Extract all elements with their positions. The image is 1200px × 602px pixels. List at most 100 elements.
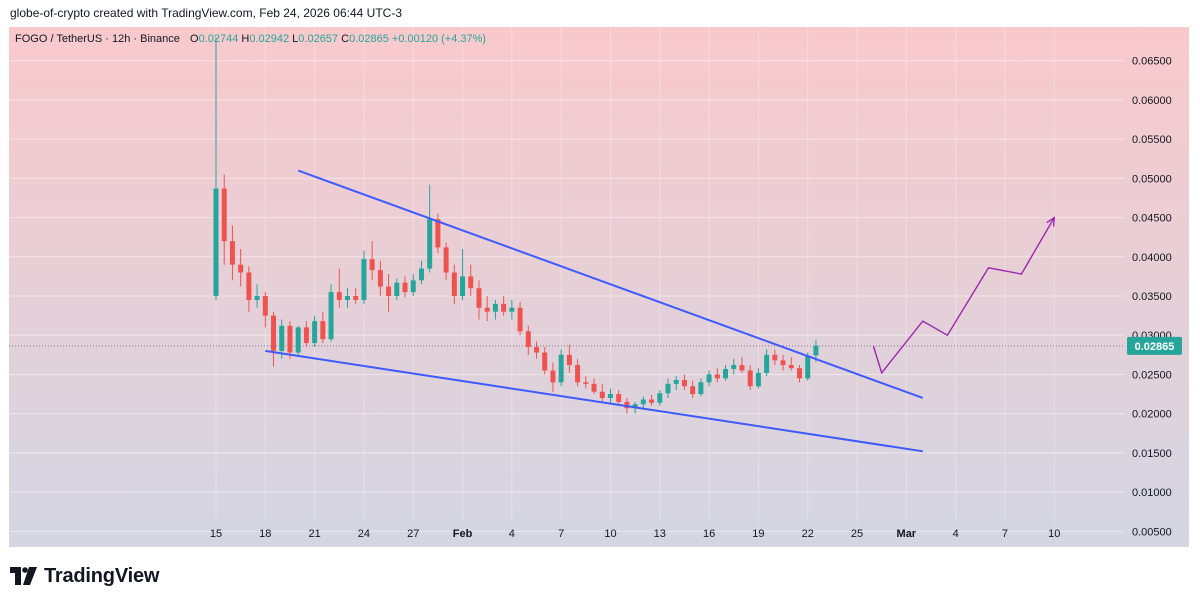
candle[interactable] [336, 268, 342, 308]
candle[interactable] [575, 358, 581, 387]
candle[interactable] [271, 311, 277, 367]
candle[interactable] [303, 321, 309, 347]
candle[interactable] [279, 319, 285, 359]
candle[interactable] [739, 357, 745, 373]
candle[interactable] [246, 266, 252, 312]
candle[interactable] [229, 225, 235, 281]
candle[interactable] [731, 358, 737, 375]
candle[interactable] [484, 296, 490, 322]
candle[interactable] [649, 394, 655, 406]
candle[interactable] [747, 365, 753, 391]
x-tick-label: 7 [558, 528, 564, 540]
trendline[interactable] [265, 349, 923, 453]
candle[interactable] [690, 380, 696, 398]
trendline[interactable] [297, 169, 924, 399]
candle[interactable] [698, 378, 704, 397]
candle[interactable] [501, 296, 507, 316]
candle[interactable] [402, 276, 408, 298]
x-tick-label: 7 [1002, 528, 1008, 540]
candle[interactable] [361, 250, 367, 304]
candle-body [525, 331, 531, 347]
candle[interactable] [607, 388, 613, 405]
candle[interactable] [386, 274, 392, 312]
candle[interactable] [451, 264, 457, 304]
candle[interactable] [238, 248, 244, 287]
candle[interactable] [657, 390, 663, 406]
candle[interactable] [566, 344, 572, 373]
candle[interactable] [344, 288, 350, 308]
candle[interactable] [673, 376, 679, 391]
candle[interactable] [295, 325, 301, 355]
candle[interactable] [213, 37, 219, 300]
candle[interactable] [468, 264, 474, 297]
candle[interactable] [706, 370, 712, 387]
candle[interactable] [805, 352, 811, 381]
legend-l-value: 0.02657 [298, 33, 338, 45]
candle-body [386, 286, 392, 297]
candle[interactable] [435, 213, 441, 253]
candle[interactable] [591, 378, 597, 395]
candle[interactable] [681, 374, 687, 391]
candle[interactable] [542, 347, 548, 375]
candle[interactable] [320, 311, 326, 344]
y-tick-label: 0.04000 [1132, 252, 1172, 264]
candle[interactable] [287, 321, 293, 359]
candle[interactable] [328, 284, 334, 342]
candle[interactable] [377, 260, 383, 297]
candle[interactable] [427, 184, 433, 273]
candle[interactable] [492, 299, 498, 320]
projection-arrowhead [1046, 216, 1056, 227]
chart-background [9, 27, 1189, 547]
candle[interactable] [312, 315, 318, 347]
candle-body [714, 374, 720, 379]
candle[interactable] [665, 378, 671, 398]
price-chart[interactable]: 0.06500 0.06000 0.05500 0.05000 0.04500 0.040… [9, 27, 1189, 547]
candle[interactable] [221, 174, 227, 265]
candle[interactable] [723, 365, 729, 381]
candle-body [723, 368, 729, 379]
candle[interactable] [714, 368, 720, 383]
candle-body [377, 270, 383, 287]
candle-body [796, 368, 802, 379]
candle-body [460, 276, 466, 297]
candle[interactable] [254, 284, 260, 308]
candle[interactable] [558, 349, 564, 387]
brand-name: TradingView [44, 564, 160, 587]
candle[interactable] [369, 241, 375, 281]
candle-body [451, 272, 457, 297]
candle[interactable] [509, 299, 515, 320]
candle-body [534, 347, 540, 353]
chart-area[interactable]: 0.06500 0.06000 0.05500 0.05000 0.04500 0.040… [9, 27, 1189, 547]
candle[interactable] [443, 242, 449, 281]
candle[interactable] [394, 278, 400, 300]
x-tick-label: 4 [953, 528, 959, 540]
candle[interactable] [755, 368, 761, 389]
candle[interactable] [780, 354, 786, 371]
candle[interactable] [583, 376, 589, 389]
projection-group [872, 216, 1056, 375]
candle[interactable] [599, 383, 605, 402]
projection-path[interactable] [872, 217, 1055, 375]
candle[interactable] [353, 288, 359, 304]
x-tick-label: 27 [407, 528, 419, 540]
candle-body [673, 379, 679, 384]
candle[interactable] [788, 357, 794, 371]
candle[interactable] [476, 280, 482, 320]
candle[interactable] [525, 325, 531, 355]
y-tick-label: 0.06500 [1132, 56, 1172, 68]
candle[interactable] [460, 248, 466, 300]
x-tick-label: 10 [604, 528, 616, 540]
candle-body [353, 296, 359, 300]
candle[interactable] [640, 396, 646, 410]
candle[interactable] [262, 292, 268, 328]
candle[interactable] [772, 349, 778, 366]
candle-body [303, 327, 309, 344]
candle[interactable] [550, 362, 556, 392]
candle[interactable] [410, 274, 416, 297]
candle[interactable] [534, 341, 540, 359]
candle[interactable] [616, 390, 622, 406]
candle[interactable] [517, 302, 523, 336]
candle[interactable] [764, 349, 770, 377]
candle[interactable] [796, 365, 802, 383]
candle[interactable] [418, 260, 424, 285]
